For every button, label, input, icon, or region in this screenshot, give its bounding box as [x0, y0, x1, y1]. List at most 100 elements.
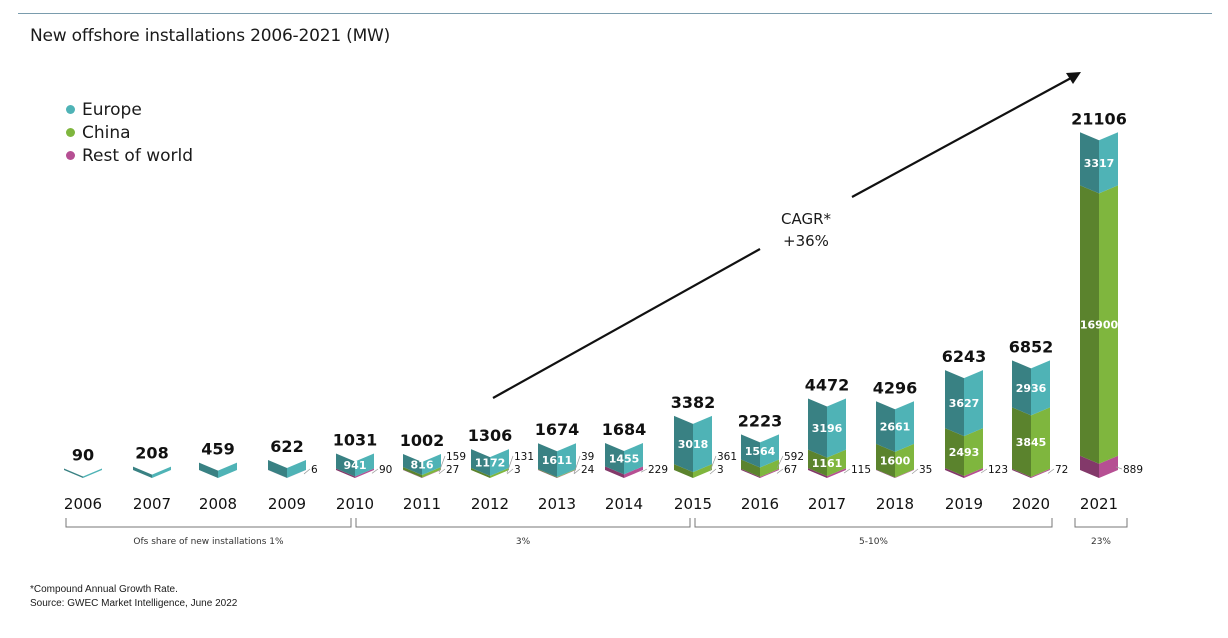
total-label-2009: 622	[270, 437, 303, 456]
bar-2011-china-left	[403, 467, 422, 478]
segment-label-2015-rest-of-world: 3	[717, 464, 724, 476]
bar-2006-europe-right	[83, 468, 102, 478]
bar-2019-rest-of-world-right	[964, 468, 983, 478]
notes: *Compound Annual Growth Rate. Source: GW…	[30, 583, 237, 611]
bar-2011-china-right	[422, 467, 441, 478]
bar-2018-europe-right	[895, 401, 914, 452]
share-bracket-1	[355, 518, 691, 528]
segment-label-2013-china-leader	[573, 455, 581, 474]
share-bracket-1-label: 3%	[516, 537, 531, 547]
bar-2008-europe-right	[218, 462, 237, 478]
bar-2019-europe-right	[964, 370, 983, 437]
legend-swatch-europe	[66, 105, 75, 114]
year-label-2021: 2021	[1080, 495, 1118, 513]
bar-2014-rest-of-world-left	[605, 466, 624, 478]
year-label-2017: 2017	[808, 495, 846, 513]
bar-2016-europe-left	[741, 434, 760, 468]
bar-2007-europe-left	[133, 466, 152, 478]
bar-2013-china-right	[557, 468, 576, 478]
segment-label-2015-china: 361	[717, 451, 737, 463]
segment-label-2021-rest-of-world-leader	[1115, 466, 1123, 470]
bar-2015-china-right	[693, 464, 712, 478]
segment-label-2012-rest-of-world: 3	[514, 464, 521, 476]
share-bracket-3	[1074, 518, 1128, 528]
year-label-2018: 2018	[876, 495, 914, 513]
bar-2015-china-left	[674, 464, 693, 478]
bar-2015-europe-right	[693, 415, 712, 473]
segment-label-2013-rest-of-world-leader	[573, 468, 581, 475]
total-label-2018: 4296	[873, 378, 918, 397]
bar-2020-europe-right	[1031, 360, 1050, 416]
segment-label-2018-rest-of-world-leader	[911, 468, 919, 474]
legend-swatch-china	[66, 128, 75, 137]
share-brackets: Ofs share of new installations 1% 3% 5-10%…	[65, 518, 1128, 547]
segment-label-2020-rest-of-world: 72	[1055, 464, 1068, 476]
bar-2013-europe-left	[538, 443, 557, 477]
segment-label-2015-europe: 3018	[678, 438, 709, 451]
bar-2018-rest-of-world-left	[876, 469, 895, 478]
total-label-2012: 1306	[468, 426, 513, 445]
legend-label-europe: Europe	[82, 99, 142, 120]
year-label-2006: 2006	[64, 495, 102, 513]
segment-label-2011-rest-of-world-leader	[438, 468, 446, 475]
bar-2010-rest-of-world-left	[336, 468, 355, 478]
total-label-2014: 1684	[602, 420, 647, 439]
bar-2018-europe-left	[876, 401, 895, 452]
bar-2017-china-right	[827, 449, 846, 477]
segment-label-2012-rest-of-world-leader	[506, 468, 514, 475]
segment-label-2019-europe: 3627	[949, 397, 980, 410]
bar-2009-europe-right	[287, 459, 306, 478]
bar-2018-china-left	[876, 443, 895, 478]
legend-swatch-rest-of-world	[66, 151, 75, 160]
segment-label-2010-rest-of-world: 90	[379, 464, 392, 476]
legend: Europe China Rest of world	[66, 98, 193, 167]
total-label-2006: 90	[72, 446, 94, 465]
bar-2021-rest-of-world-left	[1080, 455, 1099, 478]
year-label-2009: 2009	[268, 495, 306, 513]
bar-2020-china-right	[1031, 407, 1050, 477]
year-label-2015: 2015	[674, 495, 712, 513]
bar-2009-rest-of-world-left	[268, 469, 287, 478]
legend-item-europe: Europe	[66, 98, 193, 121]
bar-2014-europe-left	[605, 443, 624, 475]
total-label-2020: 6852	[1009, 337, 1054, 356]
total-label-2015: 3382	[671, 393, 716, 412]
bar-2020-europe-left	[1012, 360, 1031, 416]
segment-label-2021-china: 16900	[1080, 319, 1119, 332]
chart-title: New offshore installations 2006-2021 (MW…	[30, 26, 391, 46]
segment-label-2011-europe: 816	[411, 458, 434, 471]
bar-2017-rest-of-world-left	[808, 468, 827, 478]
share-bracket-0-label: Ofs share of new installations 1%	[133, 537, 284, 547]
bar-2016-china-right	[760, 459, 779, 477]
total-label-2017: 4472	[805, 375, 850, 394]
bar-2018-rest-of-world-right	[895, 469, 914, 478]
bar-2019-china-right	[964, 428, 983, 477]
total-label-2013: 1674	[535, 420, 580, 439]
bar-2017-rest-of-world-right	[827, 468, 846, 478]
segment-label-2019-rest-of-world-leader	[980, 468, 988, 474]
year-label-2011: 2011	[403, 495, 441, 513]
bar-2016-rest-of-world-right	[760, 468, 779, 478]
bar-2015-rest-of-world-left	[674, 469, 693, 478]
bar-2018-china-right	[895, 443, 914, 478]
bar-2019-china-left	[945, 428, 964, 477]
legend-item-rest-of-world: Rest of world	[66, 144, 193, 167]
bar-2012-china-left	[471, 467, 490, 478]
bar-2009-rest-of-world-right	[287, 469, 306, 478]
segment-label-2019-rest-of-world: 123	[988, 464, 1008, 476]
segment-label-2017-rest-of-world: 115	[851, 464, 871, 476]
year-label-2008: 2008	[199, 495, 237, 513]
bar-2014-rest-of-world-right	[624, 466, 643, 478]
bar-2020-rest-of-world-right	[1031, 468, 1050, 478]
total-label-2008: 459	[201, 440, 234, 459]
bar-2021-rest-of-world-right	[1099, 455, 1118, 478]
bar-2015-europe-left	[674, 415, 693, 473]
segment-label-2020-china: 3845	[1016, 436, 1047, 449]
year-label-2012: 2012	[471, 495, 509, 513]
total-label-2021: 21106	[1071, 109, 1127, 128]
bar-2009-europe-left	[268, 459, 287, 478]
segment-label-2016-rest-of-world-leader	[776, 468, 784, 474]
share-bracket-2-label: 5-10%	[859, 537, 888, 547]
share-bracket-0	[65, 518, 352, 528]
year-label-2013: 2013	[538, 495, 576, 513]
